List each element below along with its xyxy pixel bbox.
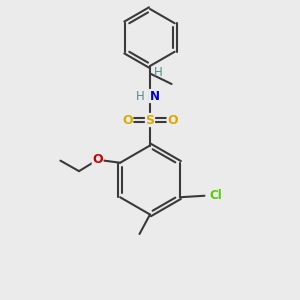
Text: N: N (149, 89, 159, 103)
Text: O: O (167, 113, 178, 127)
Text: Cl: Cl (209, 189, 222, 202)
Text: O: O (92, 153, 103, 166)
Text: H: H (154, 66, 162, 80)
Text: H: H (136, 89, 145, 103)
Text: O: O (122, 113, 133, 127)
Text: S: S (146, 113, 154, 127)
